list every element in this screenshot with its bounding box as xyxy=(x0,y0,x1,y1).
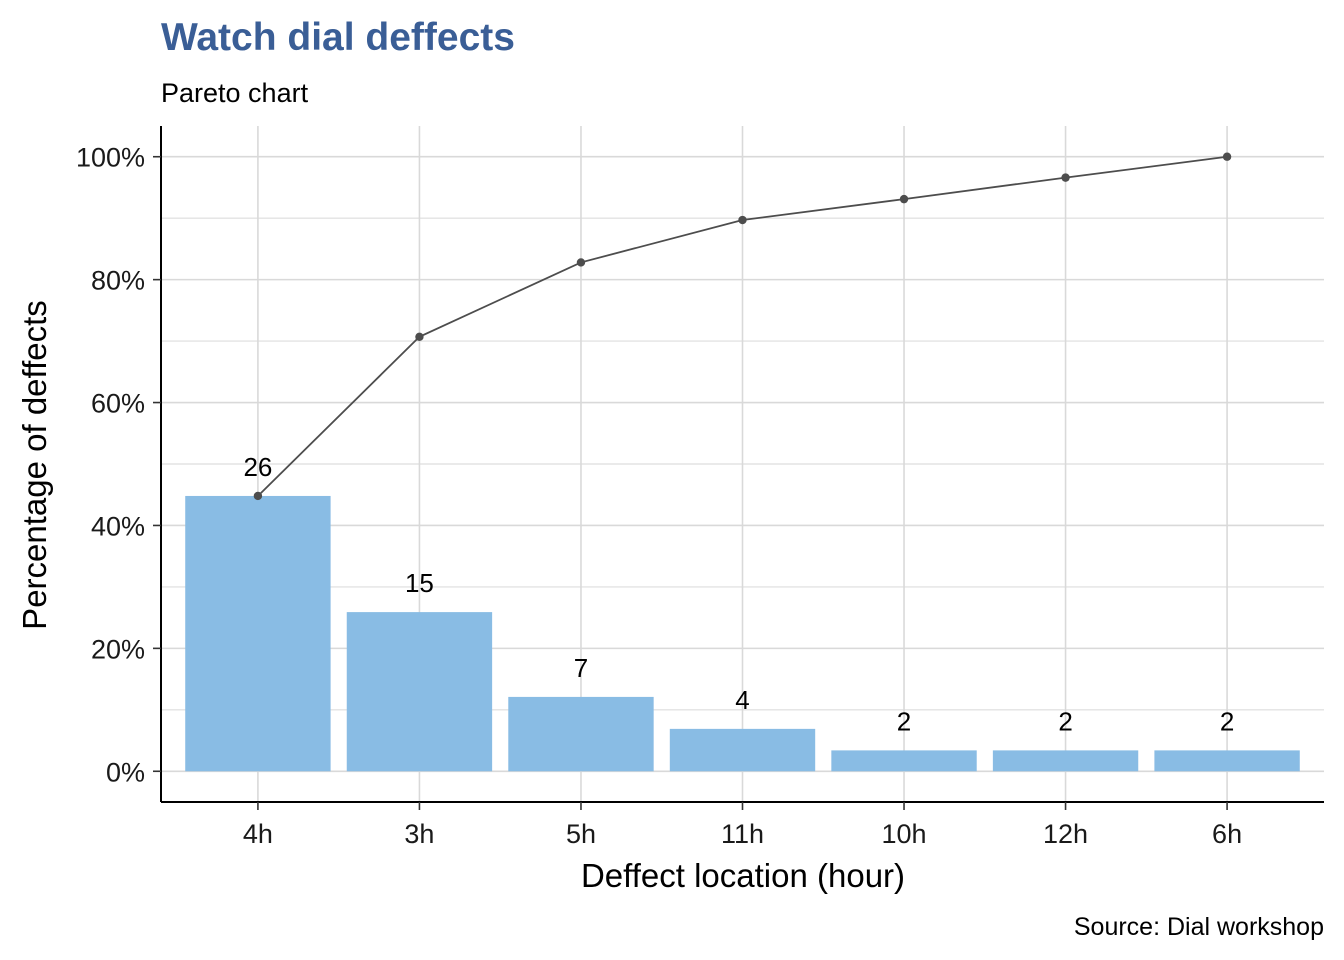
cumulative-point-6h xyxy=(1222,152,1232,161)
count-label-3h: 15 xyxy=(405,568,434,598)
bar-11h xyxy=(669,728,816,772)
count-label-5h: 7 xyxy=(574,653,588,683)
x-tick-label-5h: 5h xyxy=(566,819,596,849)
y-tick-labels: 0% 20% 40% 60% 80% 100% xyxy=(76,143,161,787)
y-tick-label: 80% xyxy=(91,266,145,296)
bar-4h xyxy=(185,495,331,772)
count-label-4h: 26 xyxy=(243,452,272,482)
y-tick-label: 40% xyxy=(91,511,145,541)
x-tick-label-11h: 11h xyxy=(721,819,764,849)
bar-count-labels: 26 15 7 4 2 2 2 xyxy=(243,452,1234,736)
count-label-10h: 2 xyxy=(897,706,911,736)
bar-10h xyxy=(831,750,977,772)
chart-subtitle: Pareto chart xyxy=(161,78,309,108)
cumulative-point-5h xyxy=(576,258,586,267)
bar-6h xyxy=(1154,750,1300,772)
x-axis-title: Deffect location (hour) xyxy=(581,857,905,894)
x-tick-label-4h: 4h xyxy=(243,819,273,849)
y-tick-label: 60% xyxy=(91,389,145,419)
bar-3h xyxy=(346,612,493,772)
cumulative-point-12h xyxy=(1061,173,1070,182)
bar-12h xyxy=(992,750,1139,772)
count-label-6h: 2 xyxy=(1220,706,1234,736)
bar-5h xyxy=(508,696,654,772)
cumulative-point-10h xyxy=(899,194,909,204)
x-tick-labels: 4h 3h 5h 11h 10h 12h 6h xyxy=(243,802,1242,849)
cumulative-point-3h xyxy=(415,332,424,341)
cumulative-point-11h xyxy=(738,215,747,225)
x-tick-label-6h: 6h xyxy=(1212,819,1242,849)
count-label-11h: 4 xyxy=(735,685,749,715)
chart-title: Watch dial deffects xyxy=(161,16,515,59)
y-axis-title: Percentage of deffects xyxy=(16,300,53,630)
x-tick-label-12h: 12h xyxy=(1043,819,1088,849)
count-label-12h: 2 xyxy=(1058,706,1072,736)
cumulative-point-4h xyxy=(253,491,263,501)
y-tick-label: 0% xyxy=(106,757,145,787)
chart-caption: Source: Dial workshop xyxy=(1074,913,1324,941)
x-tick-label-10h: 10h xyxy=(881,819,926,849)
y-tick-label: 100% xyxy=(76,143,145,173)
bars xyxy=(185,495,1300,772)
y-tick-label: 20% xyxy=(91,634,145,664)
cumulative-line xyxy=(253,152,1232,501)
x-tick-label-3h: 3h xyxy=(404,819,434,849)
